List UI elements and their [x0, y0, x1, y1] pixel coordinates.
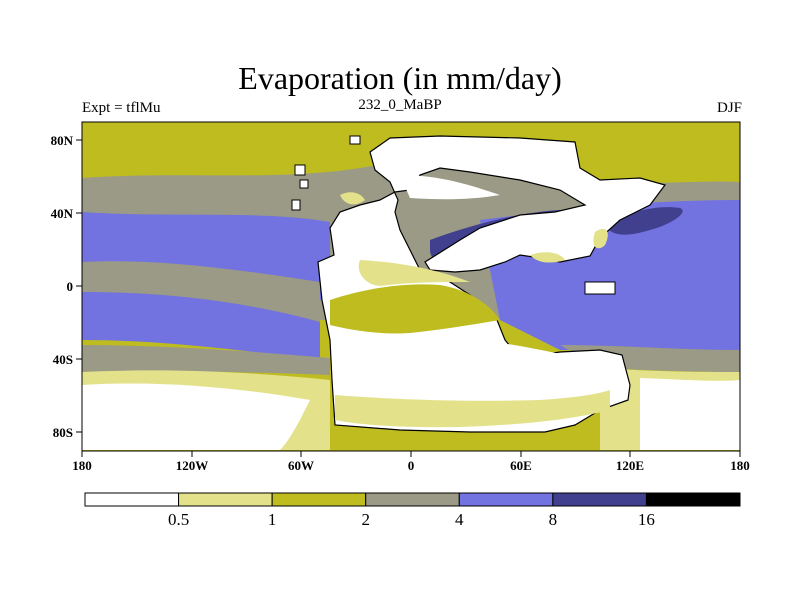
continent	[317, 135, 667, 433]
y-tick-label: 0	[67, 279, 74, 294]
time-label: 232_0_MaBP	[358, 97, 442, 113]
x-tick-label: 0	[408, 458, 415, 473]
map-field	[82, 122, 740, 451]
colorbar-label: 16	[638, 510, 655, 529]
y-tick-label: 40N	[51, 206, 74, 221]
island-1	[349, 135, 361, 145]
x-tick-label: 180	[72, 458, 92, 473]
colorbar-label: 4	[455, 510, 464, 529]
y-tick-label: 80N	[51, 133, 74, 148]
colorbar-label: 1	[268, 510, 277, 529]
colorbar-swatch	[271, 492, 367, 507]
colorbar-swatch	[458, 492, 554, 507]
colorbar-swatch	[365, 492, 460, 507]
x-tick-label: 120E	[616, 458, 644, 473]
band-white-south-east	[640, 378, 740, 450]
colorbar-swatch	[178, 492, 273, 507]
y-axis	[76, 139, 82, 433]
x-tick-label: 180	[730, 458, 750, 473]
x-axis	[81, 451, 741, 457]
island-2	[294, 164, 306, 176]
band-darkblue-far-east	[605, 207, 683, 235]
colorbar-label: 0.5	[168, 510, 189, 529]
x-tick-label: 60E	[510, 458, 532, 473]
band-white-south-west	[82, 383, 310, 450]
y-tick-label: 80S	[53, 425, 73, 440]
band-grey-south	[82, 345, 330, 375]
colorbar-swatch	[84, 492, 180, 507]
band-blue-south-west	[82, 292, 320, 360]
experiment-label: Expt = tflMu	[82, 100, 161, 116]
island-3	[299, 179, 309, 189]
colorbar-label: 8	[549, 510, 558, 529]
colorbar-label: 2	[361, 510, 370, 529]
colorbar-swatch	[645, 492, 741, 507]
x-tick-label: 60W	[288, 458, 314, 473]
y-tick-label: 40S	[53, 352, 73, 367]
x-tick-label: 120W	[176, 458, 209, 473]
colorbar-swatch	[552, 492, 647, 507]
island-4	[291, 199, 301, 211]
map-title: Evaporation (in mm/day)	[238, 60, 562, 96]
season-label: DJF	[716, 100, 742, 116]
colorbar: 0.5 1 2 4 8 16	[84, 492, 741, 529]
island-5	[584, 281, 616, 295]
